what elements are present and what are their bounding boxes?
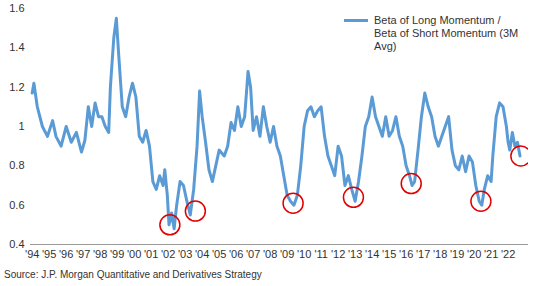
svg-text:'10: '10	[297, 248, 311, 260]
svg-text:'07: '07	[246, 248, 260, 260]
svg-text:0.6: 0.6	[9, 199, 24, 211]
svg-text:1.4: 1.4	[9, 41, 24, 53]
svg-text:'17: '17	[416, 248, 430, 260]
svg-text:'02: '02	[161, 248, 175, 260]
svg-text:'01: '01	[144, 248, 158, 260]
svg-text:'11: '11	[314, 248, 328, 260]
svg-text:'05: '05	[212, 248, 226, 260]
html-text:Beta of Long Momentum / Beta o: Beta of Long Momentum / Beta of Short Mo…	[374, 14, 519, 52]
svg-text:'95: '95	[42, 248, 56, 260]
svg-text:'09: '09	[280, 248, 294, 260]
svg-text:'94: '94	[25, 248, 39, 260]
svg-text:'20: '20	[467, 248, 481, 260]
svg-text:'13: '13	[348, 248, 362, 260]
svg-text:'03: '03	[178, 248, 192, 260]
svg-text:'15: '15	[382, 248, 396, 260]
svg-text:'98: '98	[93, 248, 107, 260]
svg-text:'99: '99	[110, 248, 124, 260]
svg-text:'19: '19	[450, 248, 464, 260]
svg-text:1.2: 1.2	[9, 81, 24, 93]
svg-text:'18: '18	[433, 248, 447, 260]
svg-text:1: 1	[18, 120, 24, 132]
html-text:Source: J.P. Morgan Quantitati: Source: J.P. Morgan Quantitative and Der…	[4, 269, 262, 280]
svg-text:'22: '22	[501, 248, 515, 260]
svg-text:'08: '08	[263, 248, 277, 260]
svg-text:'12: '12	[331, 248, 345, 260]
svg-text:1.6: 1.6	[9, 2, 24, 14]
svg-text:0.8: 0.8	[9, 159, 24, 171]
svg-text:'00: '00	[127, 248, 141, 260]
svg-text:'06: '06	[229, 248, 243, 260]
svg-text:0.4: 0.4	[9, 238, 24, 250]
svg-text:'16: '16	[399, 248, 413, 260]
svg-text:'96: '96	[59, 248, 73, 260]
svg-text:'14: '14	[365, 248, 379, 260]
svg-text:'97: '97	[76, 248, 90, 260]
svg-text:'21: '21	[484, 248, 498, 260]
svg-text:'04: '04	[195, 248, 209, 260]
